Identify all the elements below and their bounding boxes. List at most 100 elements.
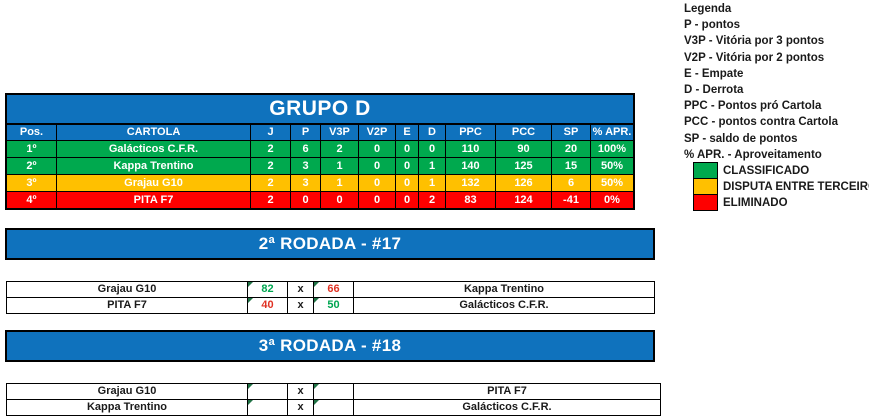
away-team-cell: Galácticos C.F.R. [459, 299, 549, 311]
v2p-cell: 0 [359, 192, 396, 208]
team-name-cell: Kappa Trentino [57, 158, 251, 174]
classified-color-swatch [693, 162, 718, 180]
round-2-match-table: Grajau G10 82 x 66 Kappa Trentino PITA F… [6, 281, 655, 314]
home-team-cell: Grajau G10 [7, 384, 248, 399]
note-triangle-icon [248, 400, 253, 405]
v2p-cell: 0 [359, 158, 396, 174]
column-header-pcc: PCC [496, 125, 552, 140]
loss-cell: 1 [419, 158, 446, 174]
round-2-header: 2ª RODADA - #17 [5, 228, 655, 260]
points-cell: 3 [291, 175, 321, 191]
ppc-cell: 83 [446, 192, 496, 208]
draw-cell: 0 [396, 175, 419, 191]
sp-cell: 15 [552, 158, 591, 174]
legend-status-label: DISPUTA ENTRE TERCEIROS [723, 180, 869, 193]
loss-cell: 0 [419, 141, 446, 157]
pos-cell: 3º [7, 175, 57, 191]
points-cell: 0 [291, 192, 321, 208]
v2p-cell: 0 [359, 141, 396, 157]
eliminated-color-swatch [693, 194, 718, 212]
apr-cell: 50% [600, 177, 624, 189]
sp-cell: 6 [552, 175, 591, 191]
group-table-header-row: Pos. CARTOLA J P V3P V2P E D PPC PCC SP … [7, 125, 633, 140]
team-row: 3º Grajau G10 2 3 1 0 0 1 132 126 6 50% [7, 174, 633, 191]
note-triangle-icon [314, 400, 319, 405]
round-3-match-table: Grajau G10 x PITA F7 Kappa Trentino x Ga… [6, 383, 661, 416]
versus-cell: x [288, 384, 314, 399]
loss-cell: 2 [419, 192, 446, 208]
column-header-v2p: V2P [359, 125, 396, 140]
match-row: Kappa Trentino x Galácticos C.F.R. [7, 399, 660, 415]
away-score-cell[interactable]: 66 [314, 282, 354, 297]
away-team-cell: PITA F7 [487, 385, 527, 397]
legend-item: D - Derrota [684, 84, 744, 97]
versus-cell: x [288, 400, 314, 415]
versus-cell: x [288, 282, 314, 297]
team-row: 2º Kappa Trentino 2 3 1 0 0 1 140 125 15… [7, 157, 633, 174]
column-header-v3p: V3P [321, 125, 359, 140]
team-name-cell: PITA F7 [57, 192, 251, 208]
home-team-cell: Kappa Trentino [7, 400, 248, 415]
home-score-cell[interactable] [248, 384, 288, 399]
column-header-pos: Pos. [7, 125, 57, 140]
column-header-sp: SP [552, 125, 591, 140]
column-header-p: P [291, 125, 321, 140]
note-triangle-icon [314, 298, 319, 303]
pcc-cell: 126 [496, 175, 552, 191]
legend-item: SP - saldo de pontos [684, 132, 798, 145]
home-score-value: 40 [261, 299, 274, 311]
home-score-cell[interactable]: 82 [248, 282, 288, 297]
away-team-cell: Galácticos C.F.R. [462, 401, 552, 413]
away-score-value: 50 [327, 299, 340, 311]
column-header-e: E [396, 125, 419, 140]
away-score-cell[interactable]: 50 [314, 298, 354, 313]
pcc-cell: 90 [496, 141, 552, 157]
v2p-cell: 0 [359, 175, 396, 191]
column-header-j: J [251, 125, 291, 140]
legend: Legenda P - pontos V3P - Vitória por 3 p… [684, 1, 869, 212]
note-triangle-icon [248, 384, 253, 389]
note-triangle-icon [248, 298, 253, 303]
home-score-cell[interactable]: 40 [248, 298, 288, 313]
versus-cell: x [288, 298, 314, 313]
team-row: 4º PITA F7 2 0 0 0 0 2 83 124 -41 0% [7, 191, 633, 208]
points-cell: 3 [291, 158, 321, 174]
legend-status-eliminated: ELIMINADO [684, 194, 869, 212]
draw-cell: 0 [396, 158, 419, 174]
apr-cell: 100% [597, 143, 627, 155]
pos-cell: 2º [7, 158, 57, 174]
match-row: Grajau G10 82 x 66 Kappa Trentino [7, 282, 654, 297]
column-header-apr: % APR. [592, 126, 632, 138]
column-header-d: D [419, 125, 446, 140]
legend-item: PCC - pontos contra Cartola [684, 116, 838, 129]
apr-cell: 50% [600, 160, 624, 172]
note-triangle-icon [314, 384, 319, 389]
legend-item: PPC - Pontos pró Cartola [684, 100, 822, 113]
home-score-value: 82 [261, 283, 274, 295]
legend-item: % APR. - Aproveitamento [684, 148, 822, 161]
match-row: PITA F7 40 x 50 Galácticos C.F.R. [7, 297, 654, 313]
dispute-color-swatch [693, 178, 718, 196]
note-triangle-icon [248, 282, 253, 287]
v3p-cell: 1 [321, 158, 359, 174]
v3p-cell: 0 [321, 192, 359, 208]
away-score-value: 66 [327, 283, 340, 295]
ppc-cell: 140 [446, 158, 496, 174]
home-team-cell: Grajau G10 [7, 282, 248, 297]
sp-cell: -41 [552, 192, 591, 208]
legend-item: E - Empate [684, 67, 744, 80]
home-score-cell[interactable] [248, 400, 288, 415]
away-score-cell[interactable] [314, 400, 354, 415]
pcc-cell: 124 [496, 192, 552, 208]
group-table-title: GRUPO D [7, 95, 633, 125]
match-row: Grajau G10 x PITA F7 [7, 384, 660, 399]
legend-status-dispute: DISPUTA ENTRE TERCEIROS [684, 178, 869, 196]
round-3-header: 3ª RODADA - #18 [5, 330, 655, 362]
loss-cell: 1 [419, 175, 446, 191]
legend-item: P - pontos [684, 19, 741, 32]
games-cell: 2 [251, 192, 291, 208]
team-name-cell: Grajau G10 [57, 175, 251, 191]
v3p-cell: 1 [321, 175, 359, 191]
games-cell: 2 [251, 141, 291, 157]
away-score-cell[interactable] [314, 384, 354, 399]
